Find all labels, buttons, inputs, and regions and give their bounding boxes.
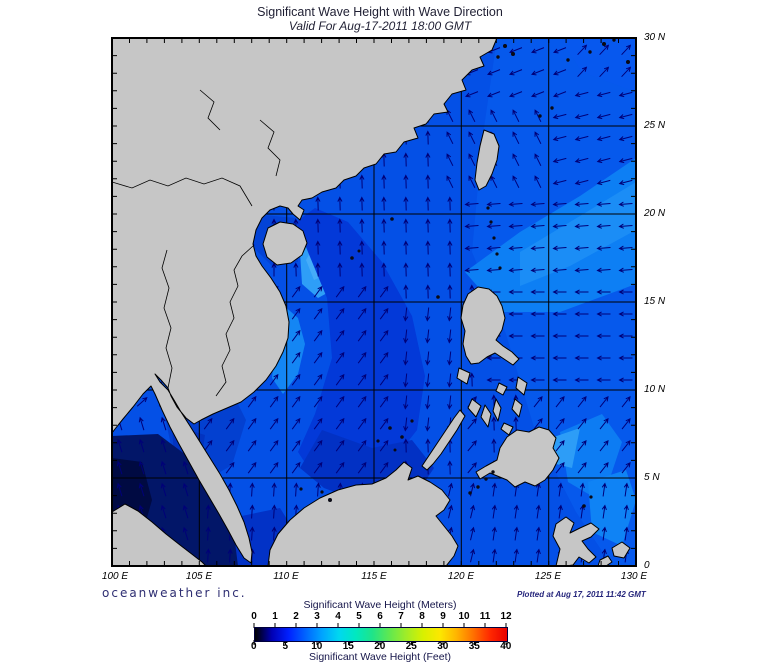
- coastline-borneo: [267, 461, 459, 566]
- feet-tick: 10: [311, 641, 323, 652]
- page-title: Significant Wave Height with Wave Direct…: [257, 5, 503, 19]
- feet-tick: 40: [500, 641, 512, 652]
- coastline-luzon: [460, 286, 520, 366]
- feet-tick: 15: [342, 641, 354, 652]
- country-borders: [112, 89, 281, 397]
- lon-label-100e: 100 E: [101, 571, 129, 582]
- coastline-mindanao: [475, 426, 560, 488]
- colorbar: [254, 627, 508, 642]
- meters-tick: 9: [440, 611, 446, 622]
- lon-label-120e: 120 E: [447, 571, 475, 582]
- feet-tick: 30: [437, 641, 449, 652]
- coastline-halmahera: [611, 541, 631, 559]
- feet-tick: 20: [374, 641, 386, 652]
- coastline-mindoro: [456, 367, 471, 385]
- legend-feet-label: Significant Wave Height (Feet): [308, 651, 451, 663]
- coastline-sumatra: [112, 503, 207, 566]
- meters-tick: 4: [335, 611, 341, 622]
- coastline-hainan: [262, 221, 308, 266]
- coastline-samar: [515, 376, 528, 396]
- legend-meters-ticks: 0 1 2 3 4 5 6 7 8 9 10 11 12: [244, 611, 517, 622]
- lon-label-130e: 130 E: [620, 571, 648, 582]
- lon-label-125e: 125 E: [534, 571, 562, 582]
- axis-tick-marks: [112, 38, 636, 645]
- lon-label-105e: 105 E: [185, 571, 213, 582]
- coastline-panay: [467, 398, 482, 418]
- meters-tick: 11: [479, 611, 491, 622]
- meters-tick: 12: [500, 611, 512, 622]
- map-frame: [111, 37, 637, 567]
- plotted-at-timestamp: Plotted at Aug 17, 2011 11:42 GMT: [517, 590, 646, 599]
- lon-label-115e: 115 E: [361, 571, 387, 582]
- lat-label-10n: 10 N: [644, 384, 666, 395]
- lat-label-15n: 15 N: [644, 296, 666, 307]
- zone-se-light-2: [588, 470, 636, 546]
- zone-central-dark: [296, 208, 425, 478]
- meters-tick: 7: [398, 611, 404, 622]
- coastline-sulawesi: [552, 516, 600, 566]
- valid-time-subtitle: Valid For Aug-17-2011 18:00 GMT: [288, 19, 472, 33]
- lat-label-30n: 30 N: [644, 32, 666, 43]
- border-china-province-1: [259, 119, 281, 177]
- feet-tick: 0: [250, 641, 257, 652]
- meters-tick: 2: [293, 611, 299, 622]
- meters-tick: 6: [377, 611, 383, 622]
- border-thailand-myanmar: [161, 249, 173, 389]
- lon-label-110e: 110 E: [273, 571, 299, 582]
- meters-tick: 1: [272, 611, 278, 622]
- small-islands: [299, 38, 630, 508]
- border-china-province-2: [199, 89, 221, 131]
- oceanweather-logo-text: oceanweather inc.: [102, 586, 247, 600]
- meters-tick: 0: [251, 611, 257, 622]
- coastline-cebu: [492, 398, 502, 422]
- coastline-taiwan: [474, 129, 500, 191]
- lat-label-5n: 5 N: [644, 472, 660, 483]
- meters-tick: 8: [419, 611, 425, 622]
- coastline-mainland-asia: [112, 38, 498, 564]
- legend-meters-label: Significant Wave Height (Meters): [303, 599, 457, 611]
- coastline-negros: [480, 404, 492, 428]
- zone-topright: [560, 38, 636, 92]
- legend-feet-ticks: 0 5 10 15 20 25 30 35 40: [238, 641, 522, 652]
- feet-tick: 5: [282, 641, 289, 652]
- lat-label-20n: 20 N: [644, 208, 666, 219]
- lat-label-25n: 25 N: [644, 120, 666, 131]
- meters-tick: 5: [356, 611, 362, 622]
- coastline-masbate: [495, 382, 508, 396]
- border-vietnam-laos: [215, 245, 254, 397]
- lat-label-0: 0: [644, 560, 650, 571]
- landmasses: [112, 38, 631, 566]
- coastline-palawan: [421, 409, 466, 471]
- meters-tick: 10: [458, 611, 470, 622]
- border-china-vietnam: [112, 177, 253, 207]
- coastline-leyte: [511, 398, 523, 418]
- feet-tick: 25: [405, 641, 417, 652]
- feet-tick: 35: [468, 641, 480, 652]
- meters-tick: 3: [314, 611, 320, 622]
